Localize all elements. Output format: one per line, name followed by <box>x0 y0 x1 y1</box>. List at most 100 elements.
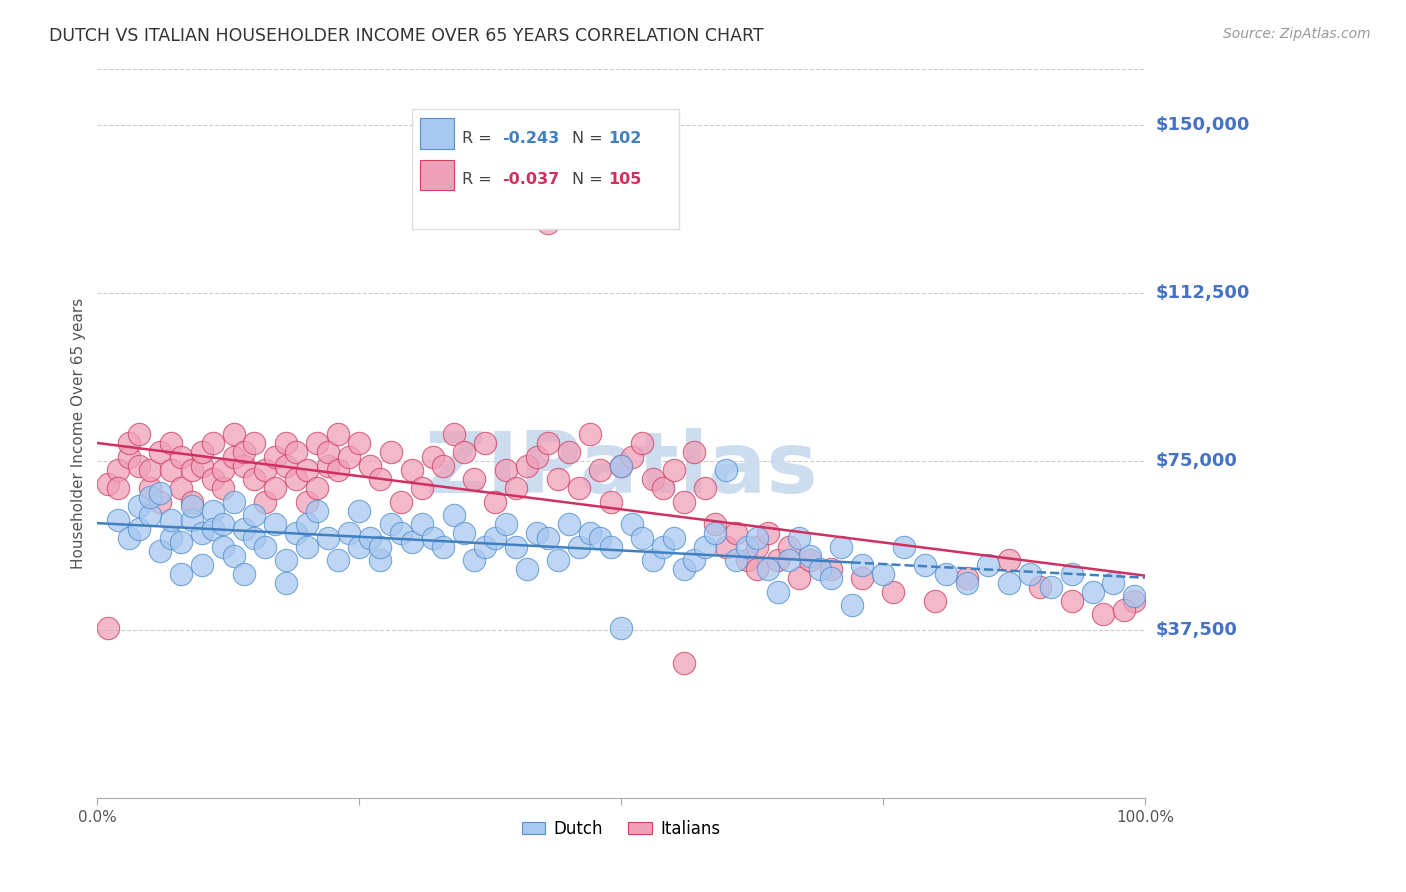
Point <box>725 526 748 541</box>
Point <box>516 458 538 473</box>
Point <box>714 463 737 477</box>
Point <box>233 445 256 459</box>
Point <box>872 566 894 581</box>
Point <box>641 553 664 567</box>
Point <box>610 458 633 473</box>
Point <box>1060 566 1083 581</box>
Point <box>295 540 318 554</box>
Text: R =: R = <box>463 130 496 145</box>
Point <box>389 495 412 509</box>
Point <box>328 463 350 477</box>
Point <box>222 495 245 509</box>
Point <box>505 540 527 554</box>
Point <box>683 445 706 459</box>
Text: $37,500: $37,500 <box>1156 621 1237 639</box>
Point <box>882 584 904 599</box>
Point <box>233 458 256 473</box>
Text: 102: 102 <box>609 130 643 145</box>
Point <box>222 427 245 442</box>
Point <box>359 531 381 545</box>
Point <box>799 549 821 563</box>
Point <box>159 436 181 450</box>
Point <box>191 445 214 459</box>
Text: R =: R = <box>463 172 496 187</box>
Point <box>735 540 758 554</box>
Point <box>641 472 664 486</box>
Point <box>924 593 946 607</box>
Point <box>201 472 224 486</box>
Point <box>170 481 193 495</box>
Point <box>233 566 256 581</box>
Text: N =: N = <box>572 172 607 187</box>
Point <box>295 517 318 532</box>
Point <box>568 540 591 554</box>
Text: $150,000: $150,000 <box>1156 116 1250 134</box>
Point <box>243 531 266 545</box>
Point <box>956 575 979 590</box>
Point <box>631 436 654 450</box>
Point <box>285 526 308 541</box>
Point <box>935 566 957 581</box>
Point <box>180 513 202 527</box>
Point <box>453 526 475 541</box>
Y-axis label: Householder Income Over 65 years: Householder Income Over 65 years <box>72 298 86 569</box>
Point <box>589 463 612 477</box>
Point <box>97 476 120 491</box>
Point <box>484 531 506 545</box>
Point <box>328 427 350 442</box>
Point <box>599 540 621 554</box>
Point <box>201 522 224 536</box>
Point <box>118 436 141 450</box>
Point <box>768 584 790 599</box>
Point <box>368 553 391 567</box>
Point <box>295 463 318 477</box>
Point <box>672 562 695 576</box>
Point <box>568 481 591 495</box>
Point <box>1039 580 1062 594</box>
Point <box>359 458 381 473</box>
Point <box>830 540 852 554</box>
Point <box>180 495 202 509</box>
Point <box>180 463 202 477</box>
Point <box>693 481 716 495</box>
Point <box>368 540 391 554</box>
Point <box>1018 566 1040 581</box>
Point <box>170 566 193 581</box>
Text: ZIPatlas: ZIPatlas <box>425 428 818 511</box>
Point <box>631 531 654 545</box>
Point <box>683 553 706 567</box>
Point <box>201 436 224 450</box>
Text: $75,000: $75,000 <box>1156 452 1237 470</box>
Point <box>264 517 287 532</box>
Point <box>264 481 287 495</box>
Point <box>463 553 485 567</box>
Point <box>149 495 172 509</box>
Point <box>432 540 454 554</box>
Point <box>747 540 769 554</box>
Point <box>191 458 214 473</box>
Point <box>526 450 548 464</box>
Point <box>212 517 235 532</box>
Point <box>547 553 569 567</box>
Point <box>599 495 621 509</box>
Point <box>349 504 371 518</box>
Point <box>222 549 245 563</box>
Point <box>495 463 517 477</box>
Point <box>159 463 181 477</box>
Point <box>997 575 1019 590</box>
Point <box>128 500 150 514</box>
Text: 105: 105 <box>609 172 643 187</box>
Point <box>107 513 129 527</box>
Point <box>893 540 915 554</box>
Point <box>778 553 800 567</box>
Point <box>212 540 235 554</box>
Point <box>170 450 193 464</box>
Point <box>956 571 979 585</box>
Point <box>253 495 276 509</box>
Point <box>243 508 266 523</box>
Point <box>243 472 266 486</box>
Point <box>778 540 800 554</box>
Point <box>285 445 308 459</box>
Point <box>474 436 496 450</box>
Point <box>328 553 350 567</box>
